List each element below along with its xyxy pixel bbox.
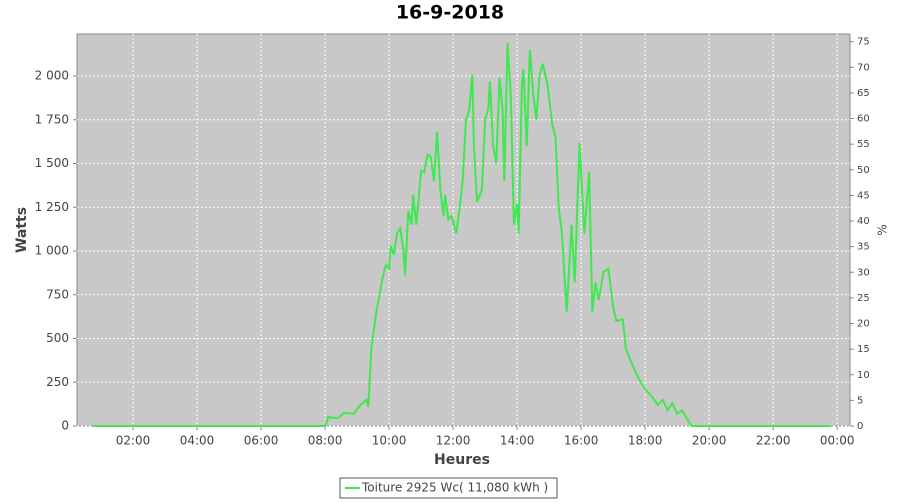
- y-tick-label: 2 000: [35, 69, 69, 83]
- y2-tick-label: 35: [857, 242, 870, 253]
- y-tick-label: 1 250: [35, 200, 69, 214]
- chart-title: 16-9-2018: [396, 2, 504, 24]
- x-tick-label: 20:00: [692, 434, 727, 448]
- y2-axis-label: %: [876, 224, 890, 235]
- x-tick-label: 02:00: [116, 434, 151, 448]
- x-tick-label: 00:00: [820, 434, 855, 448]
- y2-tick-label: 20: [857, 319, 870, 330]
- y-tick-label: 1 500: [35, 156, 69, 170]
- y2-tick-label: 40: [857, 216, 870, 227]
- y-axis-label: Watts: [14, 207, 30, 253]
- y2-tick-label: 50: [857, 165, 870, 176]
- y-tick-label: 500: [46, 331, 69, 345]
- x-tick-label: 06:00: [244, 434, 279, 448]
- y2-tick-label: 75: [857, 37, 870, 48]
- y-tick-label: 1 000: [35, 244, 69, 258]
- y2-tick-label: 65: [857, 88, 870, 99]
- y2-tick-label: 70: [857, 62, 870, 73]
- x-tick-label: 22:00: [756, 434, 791, 448]
- x-tick-label: 10:00: [372, 434, 407, 448]
- y2-tick-label: 0: [857, 421, 863, 432]
- x-tick-label: 18:00: [628, 434, 663, 448]
- plot-area: [76, 33, 851, 427]
- y2-tick-label: 5: [857, 395, 863, 406]
- y2-tick-label: 55: [857, 139, 870, 150]
- y2-tick-label: 30: [857, 267, 870, 278]
- legend-box: [339, 477, 558, 499]
- x-tick-label: 08:00: [308, 434, 343, 448]
- x-tick-label: 14:00: [500, 434, 535, 448]
- y2-tick-label: 25: [857, 293, 870, 304]
- y-tick-label: 250: [46, 375, 69, 389]
- y2-tick-label: 15: [857, 344, 870, 355]
- x-tick-label: 04:00: [180, 434, 215, 448]
- y-tick-label: 1 750: [35, 112, 69, 126]
- x-tick-label: 12:00: [436, 434, 471, 448]
- y2-tick-label: 60: [857, 114, 870, 125]
- y-tick-label: 0: [61, 419, 69, 433]
- legend-label: Toiture 2925 Wc( 11,080 kWh ): [361, 481, 548, 495]
- y2-tick-label: 10: [857, 370, 870, 381]
- x-axis-label: Heures: [434, 452, 490, 468]
- series-line: [93, 42, 831, 427]
- x-tick-label: 16:00: [564, 434, 599, 448]
- y-tick-label: 750: [46, 287, 69, 301]
- y2-tick-label: 45: [857, 190, 870, 201]
